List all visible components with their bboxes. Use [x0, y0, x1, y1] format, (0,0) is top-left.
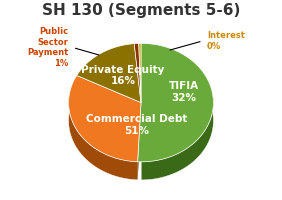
Text: Private Equity
16%: Private Equity 16% [81, 65, 165, 86]
Polygon shape [134, 43, 141, 103]
Polygon shape [142, 96, 213, 180]
Polygon shape [138, 103, 141, 180]
Polygon shape [138, 43, 213, 162]
Title: SH 130 (Segments 5-6): SH 130 (Segments 5-6) [42, 3, 240, 18]
Text: Public
Sector
Payment
1%: Public Sector Payment 1% [27, 27, 69, 68]
Text: TIFIA
32%: TIFIA 32% [169, 81, 199, 103]
Text: Commercial Debt
51%: Commercial Debt 51% [86, 114, 188, 136]
Text: Interest
0%: Interest 0% [207, 31, 245, 51]
Polygon shape [139, 43, 141, 103]
Polygon shape [77, 44, 141, 103]
Polygon shape [138, 103, 141, 180]
Polygon shape [69, 94, 138, 180]
Polygon shape [69, 75, 141, 162]
